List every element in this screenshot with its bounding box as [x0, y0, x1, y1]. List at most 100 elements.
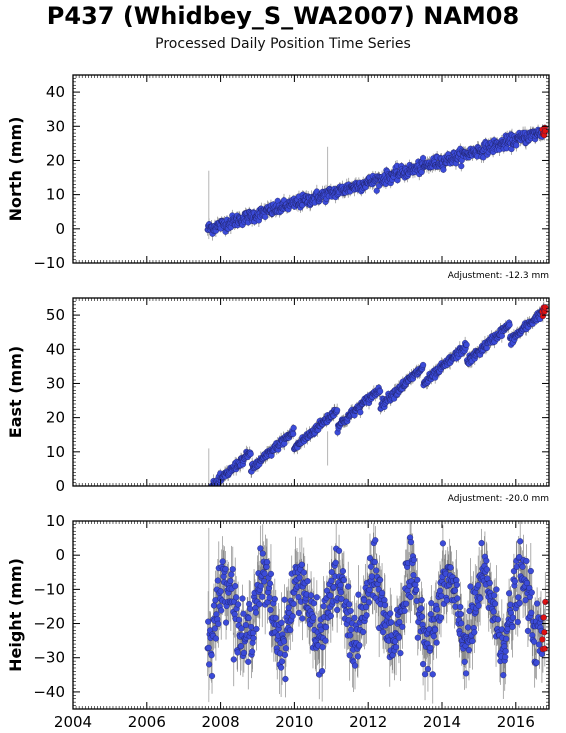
data-point: [420, 660, 427, 668]
data-point: [322, 637, 329, 644]
data-point: [272, 614, 279, 622]
data-point: [477, 595, 484, 602]
data-point: [334, 606, 341, 613]
data-point: [232, 583, 239, 590]
data-point: [322, 624, 330, 631]
data-point: [348, 626, 355, 633]
data-point: [395, 634, 403, 641]
data-point: [433, 639, 440, 646]
data-point: [418, 597, 425, 604]
y-tick-label: 20: [46, 151, 65, 169]
data-point: [429, 671, 436, 678]
data-point: [233, 594, 240, 601]
data-point: [287, 626, 294, 634]
axes-frame-1: [72, 297, 550, 487]
data-point: [237, 643, 245, 650]
data-point: [478, 539, 485, 547]
data-point: [298, 561, 305, 568]
data-point: [377, 576, 384, 584]
data-point: [206, 487, 212, 493]
data-point: [290, 430, 297, 438]
data-point: [207, 486, 213, 492]
data-point: [463, 670, 470, 677]
data-point: [249, 648, 256, 655]
data-point: [250, 635, 257, 642]
data-point: [421, 671, 429, 678]
data-point: [300, 569, 307, 576]
y-tick-label: 30: [46, 117, 65, 135]
data-point: [307, 592, 315, 599]
data-point: [259, 593, 266, 600]
panel-1: 0 10 20 30 40 50 East (mm) Adjustment: -20.0 mm: [6, 297, 550, 504]
data-point: [506, 321, 513, 328]
data-point: [261, 578, 268, 585]
data-point: [371, 558, 378, 566]
data-point: [347, 607, 354, 614]
data-point: [212, 635, 219, 642]
data-point: [278, 619, 285, 626]
data-point: [257, 583, 264, 590]
data-point: [434, 606, 441, 613]
data-point: [332, 559, 339, 566]
data-point: [264, 558, 271, 566]
data-point: [334, 407, 341, 414]
data-point: [230, 656, 237, 663]
y-tick-label: 20: [46, 409, 65, 427]
data-point: [340, 576, 347, 584]
data-point: [318, 626, 325, 633]
y-tick-label: 50: [46, 306, 65, 324]
data-point: [475, 582, 482, 589]
y-tick-label: −10: [33, 254, 65, 272]
data-point: [266, 594, 273, 601]
data-point: [240, 649, 247, 656]
y-tick-label: 0: [55, 477, 65, 495]
y-tick-label: 0: [55, 220, 65, 238]
data-point: [397, 650, 404, 657]
data-point: [259, 550, 266, 557]
data-point: [327, 592, 334, 599]
recent-data-point: [542, 304, 549, 311]
data-point: [267, 606, 274, 614]
data-point: [368, 573, 375, 580]
data-point: [252, 609, 260, 616]
data-point: [217, 588, 224, 595]
data-point: [498, 332, 505, 339]
data-point: [211, 625, 219, 632]
data-point: [247, 605, 254, 612]
y-tick-label: 40: [46, 340, 65, 358]
data-point: [439, 540, 446, 547]
data-point: [351, 662, 359, 669]
y-tick-label: 30: [46, 374, 65, 392]
data-point: [239, 595, 246, 602]
data-point: [346, 601, 353, 608]
data-point: [210, 485, 213, 486]
data-point: [205, 644, 212, 651]
data-point: [465, 647, 473, 654]
data-point: [245, 658, 252, 665]
data-point: [337, 589, 345, 596]
data-point: [436, 587, 444, 594]
data-point: [227, 577, 234, 584]
data-point: [219, 558, 226, 565]
data-point: [253, 625, 260, 633]
data-point: [281, 596, 288, 603]
data-point: [458, 620, 465, 627]
data-point: [355, 591, 362, 598]
data-point: [392, 643, 400, 651]
data-point: [457, 603, 464, 610]
data-point: [453, 581, 460, 589]
data-point: [213, 611, 220, 618]
data-point: [248, 623, 255, 631]
data-point: [215, 620, 222, 627]
data-point: [304, 578, 311, 585]
data-point: [328, 577, 335, 584]
data-point: [454, 595, 461, 602]
data-point: [443, 597, 450, 604]
data-point: [266, 580, 274, 587]
panel-0: −10 0 10 20 30 40 North (mm) Adjustment: -12.3 …: [6, 74, 550, 281]
data-point: [347, 632, 354, 639]
data-point: [461, 658, 468, 665]
data-point: [245, 614, 252, 622]
